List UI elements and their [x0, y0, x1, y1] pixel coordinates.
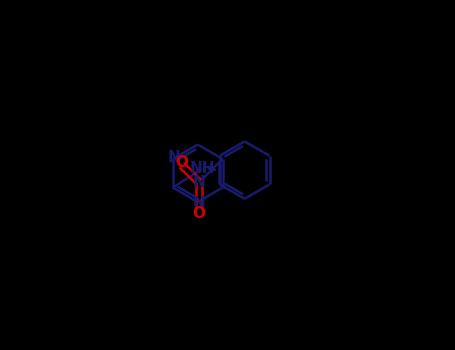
Text: NH: NH — [190, 161, 215, 176]
Text: N: N — [192, 196, 205, 210]
Text: N: N — [193, 175, 206, 190]
Text: N: N — [167, 150, 180, 165]
Text: O: O — [192, 206, 206, 221]
Text: O: O — [175, 155, 188, 170]
